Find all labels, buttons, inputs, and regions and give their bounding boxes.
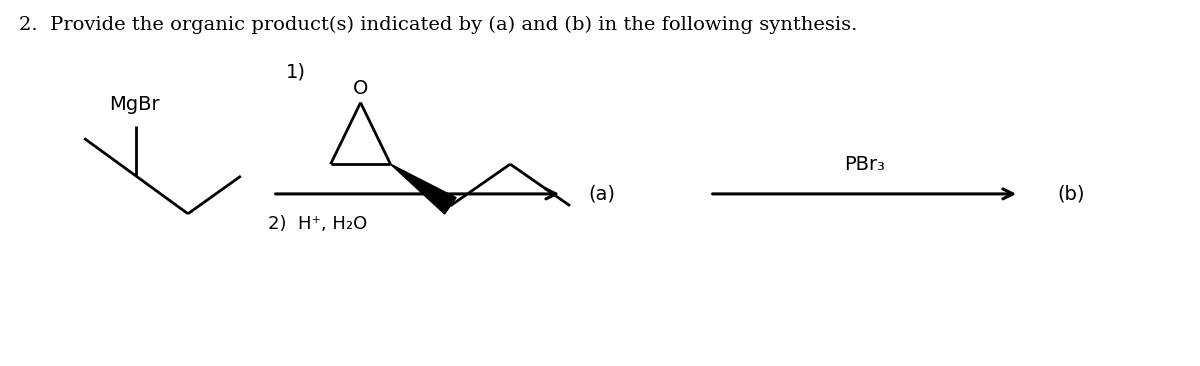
Text: O: O: [353, 79, 368, 98]
Text: MgBr: MgBr: [109, 95, 160, 114]
Text: (b): (b): [1057, 184, 1085, 203]
Text: 1): 1): [286, 62, 306, 81]
Polygon shape: [390, 164, 456, 214]
Text: 2.  Provide the organic product(s) indicated by (a) and (b) in the following syn: 2. Provide the organic product(s) indica…: [19, 15, 858, 34]
Text: PBr₃: PBr₃: [844, 155, 884, 173]
Text: 2)  H⁺, H₂O: 2) H⁺, H₂O: [268, 215, 367, 233]
Text: (a): (a): [588, 184, 616, 203]
